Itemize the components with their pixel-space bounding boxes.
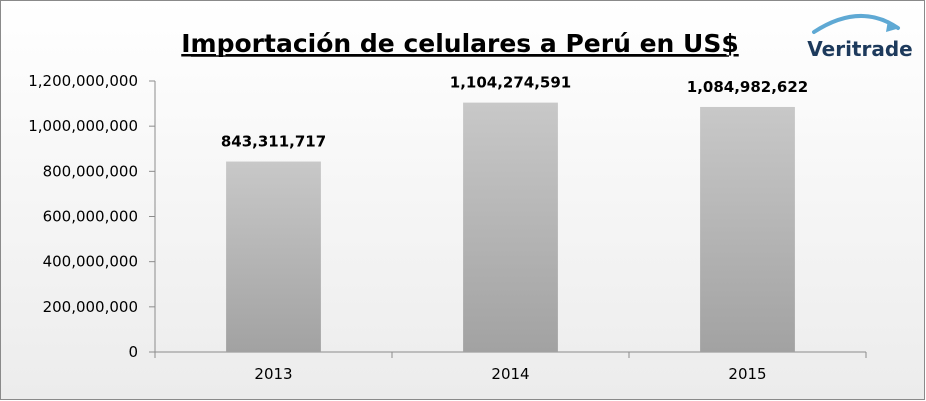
bar-2014 <box>463 102 558 353</box>
y-tick-label: 400,000,000 <box>43 253 138 271</box>
logo-arrow-icon <box>886 20 900 32</box>
x-tick-label: 2014 <box>491 365 529 383</box>
bar-2013 <box>226 161 321 352</box>
logo-text: Veritrade <box>807 37 912 61</box>
y-tick-label: 1,000,000,000 <box>28 117 138 135</box>
y-tick-label: 200,000,000 <box>43 298 138 316</box>
bar-2015 <box>700 106 795 352</box>
x-tick-label: 2015 <box>728 365 766 383</box>
chart-title: Importación de celulares a Perú en US$ <box>181 29 738 58</box>
data-label-2015: 1,084,982,622 <box>687 78 808 96</box>
data-labels: 843,311,717 1,104,274,591 1,084,982,622 <box>221 74 808 151</box>
y-tick-label: 1,200,000,000 <box>28 72 138 90</box>
bars <box>226 102 795 353</box>
y-tick-label: 600,000,000 <box>43 208 138 226</box>
data-label-2014: 1,104,274,591 <box>450 74 571 92</box>
y-tick-label: 0 <box>128 343 138 361</box>
y-axis: 0 200,000,000 400,000,000 600,000,000 800,00… <box>28 72 156 361</box>
x-tick-label: 2013 <box>254 365 292 383</box>
veritrade-logo: Veritrade <box>807 14 913 61</box>
y-tick-label: 800,000,000 <box>43 162 138 180</box>
data-label-2013: 843,311,717 <box>221 133 326 151</box>
